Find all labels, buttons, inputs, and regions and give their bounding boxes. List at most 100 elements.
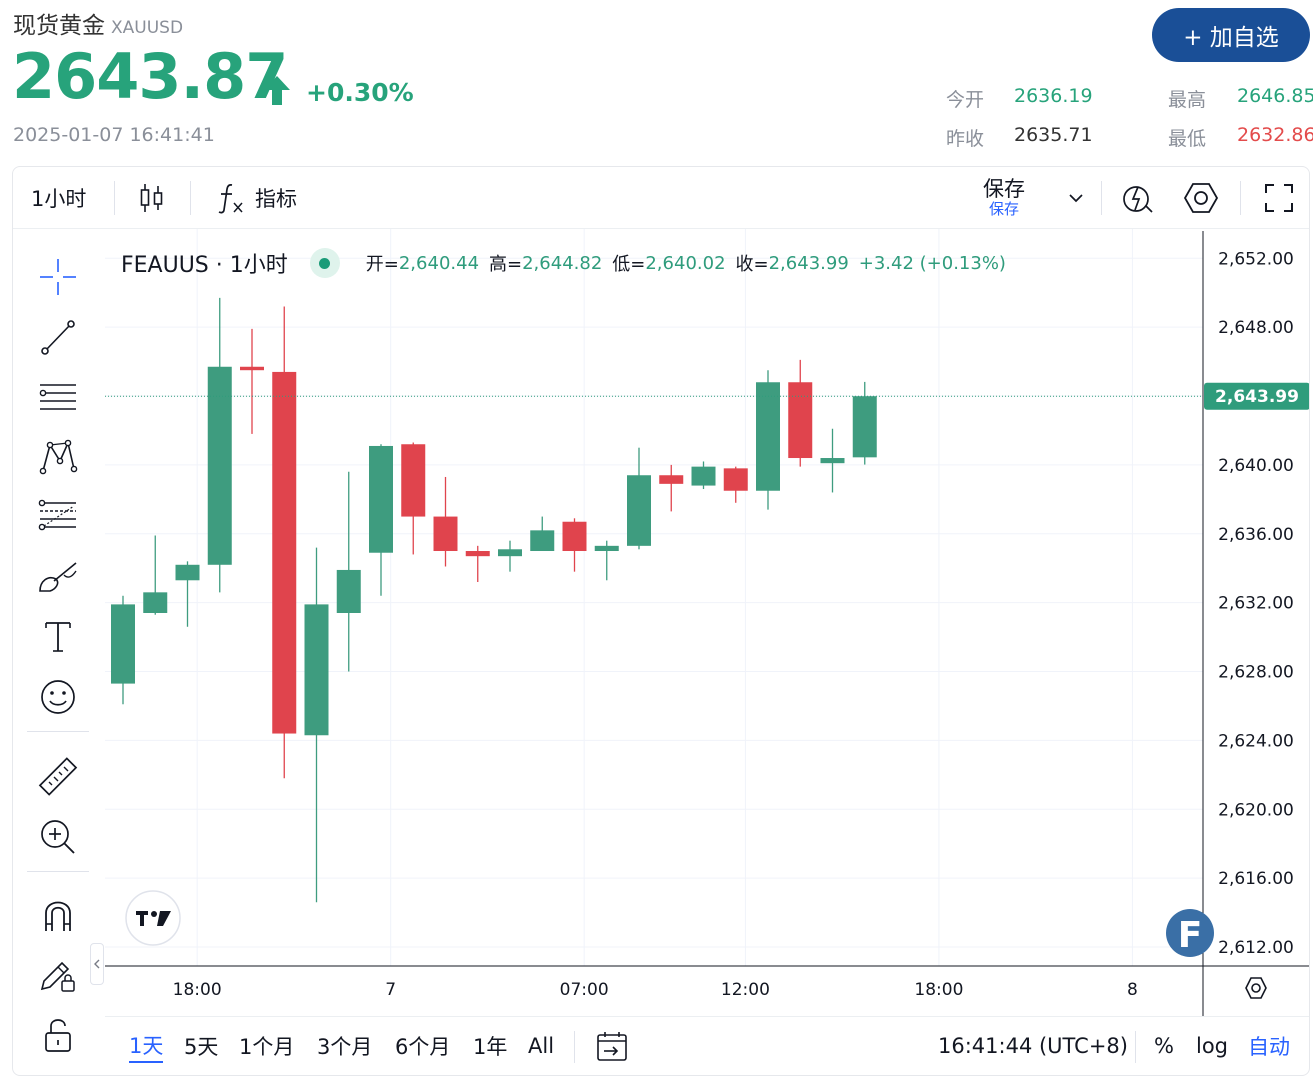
fullscreen-button[interactable] <box>1263 167 1295 229</box>
y-tick-label: 2,652.00 <box>1218 249 1294 269</box>
x-tick-label: 18:00 <box>914 980 963 1000</box>
chart-top-toolbar: 1小时 指标 保存 保存 <box>13 167 1309 229</box>
y-tick-label: 2,648.00 <box>1218 318 1294 338</box>
candle <box>691 461 716 490</box>
y-tick-label: 2,636.00 <box>1218 525 1294 545</box>
instrument-name: 现货黄金 XAUUSD <box>13 6 183 40</box>
candle <box>465 545 490 583</box>
candle <box>659 464 684 512</box>
candle-body <box>240 366 264 371</box>
candle-body <box>336 569 361 613</box>
high-label: 最高 <box>1168 89 1207 111</box>
candle-body <box>627 475 651 546</box>
x-tick-label: 7 <box>385 980 396 1000</box>
y-tick-label: 2,620.00 <box>1218 800 1294 820</box>
tradingview-logo[interactable] <box>125 890 181 946</box>
candle <box>111 595 135 705</box>
settings-button[interactable] <box>1183 167 1219 229</box>
pattern-tool[interactable] <box>36 435 80 479</box>
candle-body <box>433 516 458 552</box>
log-scale-toggle[interactable]: log <box>1196 1034 1229 1058</box>
legend-open-label: 开= <box>365 254 399 275</box>
add-watchlist-button[interactable]: + 加自选 <box>1152 8 1310 62</box>
candle <box>401 442 426 555</box>
save-button[interactable]: 保存 保存 <box>983 167 1025 229</box>
legend-high-label: 高= <box>489 254 523 275</box>
x-tick-label: 8 <box>1127 980 1138 1000</box>
interval-selector[interactable]: 1小时 <box>31 187 87 211</box>
chevron-left-icon <box>94 959 100 969</box>
x-tick-label: 18:00 <box>173 980 222 1000</box>
pencil-lock-icon <box>40 961 75 992</box>
range-1m[interactable]: 1个月 <box>239 1035 295 1059</box>
last-price-label: 2,643.99 <box>1215 387 1299 407</box>
lock-tool[interactable] <box>36 1013 80 1057</box>
low-label: 最低 <box>1168 128 1207 150</box>
magnet-tool[interactable] <box>36 893 80 937</box>
candle-body <box>304 604 329 736</box>
clock-timezone[interactable]: 16:41:44 (UTC+8) <box>938 1034 1128 1058</box>
legend-low-label: 低= <box>612 254 646 275</box>
range-all[interactable]: All <box>528 1034 555 1058</box>
range-5d[interactable]: 5天 <box>184 1035 219 1059</box>
indicators-button[interactable]: 指标 <box>217 167 297 229</box>
low-value: 2632.86 <box>1237 124 1313 146</box>
lock-drawings-tool[interactable] <box>36 953 80 997</box>
candle-type-button[interactable] <box>139 167 165 229</box>
instrument-title: 现货黄金 <box>13 13 105 39</box>
drawing-toolbar <box>13 229 105 1075</box>
svg-text:F: F <box>1178 915 1203 956</box>
chart-legend: FEAUUS · 1小时 开= 2,640.44 高= 2,644.82 低= 2,6… <box>121 247 1006 279</box>
horizontal-lines-tool[interactable] <box>36 375 80 419</box>
unlock-icon <box>45 1019 71 1052</box>
measure-tool[interactable] <box>36 755 80 799</box>
price-change-percent: +0.30% <box>306 78 414 107</box>
magnet-icon <box>45 901 71 931</box>
candle <box>272 306 297 779</box>
range-1y[interactable]: 1年 <box>473 1035 508 1059</box>
text-tool[interactable] <box>36 615 80 659</box>
candle-body <box>272 371 297 734</box>
candle-body <box>594 545 619 552</box>
market-status-dot[interactable] <box>309 248 340 278</box>
candle-body <box>143 592 168 613</box>
candle-body <box>175 564 200 581</box>
brush-tool[interactable] <box>36 555 80 599</box>
goto-date-button[interactable] <box>595 1017 629 1075</box>
candle-body <box>111 604 135 684</box>
function-icon <box>218 184 243 214</box>
axis-gear-icon <box>1245 977 1267 999</box>
candle-body <box>723 468 748 491</box>
percent-scale-toggle[interactable]: % <box>1154 1034 1174 1058</box>
alert-button[interactable] <box>1121 167 1155 229</box>
collapse-toolbar-handle[interactable] <box>90 943 104 985</box>
crosshair-tool[interactable] <box>36 255 80 299</box>
candle-body <box>659 475 684 484</box>
candle-body <box>530 530 555 552</box>
legend-change: +3.42 (+0.13%) <box>858 252 1006 274</box>
legend-close-label: 收= <box>735 254 769 275</box>
range-3m[interactable]: 3个月 <box>317 1035 373 1059</box>
fib-tool[interactable] <box>36 495 80 539</box>
emoji-tool[interactable] <box>36 675 80 719</box>
candle-body <box>401 444 426 517</box>
save-dropdown-button[interactable] <box>1067 167 1085 229</box>
trend-line-tool[interactable] <box>36 315 80 359</box>
candle-body <box>852 396 877 458</box>
pattern-icon <box>39 439 78 475</box>
range-6m[interactable]: 6个月 <box>395 1035 451 1059</box>
up-arrow-icon <box>264 76 290 105</box>
save-sublabel: 保存 <box>988 200 1019 218</box>
horizontal-lines-icon <box>39 384 76 410</box>
y-tick-label: 2,616.00 <box>1218 869 1294 889</box>
legend-high-value: 2,644.82 <box>522 252 603 274</box>
candle <box>433 476 458 567</box>
range-1d[interactable]: 1天 <box>129 1017 164 1075</box>
candle-body <box>788 382 813 459</box>
zoom-tool[interactable] <box>36 815 80 859</box>
axis-settings-button[interactable] <box>1245 977 1267 999</box>
gear-icon <box>1183 183 1219 213</box>
candle <box>498 540 522 572</box>
price-chart[interactable]: 2,652.002,648.002,644.002,640.002,636.00… <box>13 167 1310 1016</box>
auto-scale-toggle[interactable]: 自动 <box>1248 1035 1290 1059</box>
